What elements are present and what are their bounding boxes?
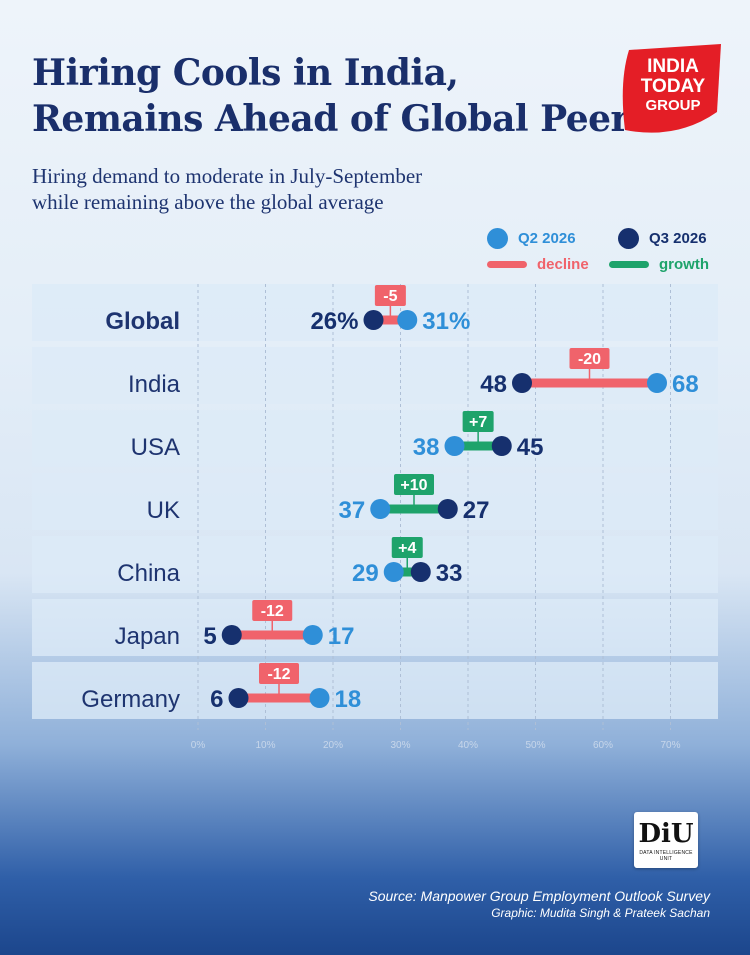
title-line-2: Remains Ahead of Global Peers xyxy=(32,98,649,140)
country-label: Global xyxy=(105,308,180,335)
x-tick-label: 30% xyxy=(390,740,410,751)
graphic-credit: Graphic: Mudita Singh & Prateek Sachan xyxy=(491,906,710,920)
change-badge xyxy=(374,285,406,306)
q3-point xyxy=(512,373,532,393)
q3-point xyxy=(363,310,384,330)
change-badge xyxy=(259,663,299,684)
change-label: -20 xyxy=(578,351,601,368)
legend-growth-bar xyxy=(609,261,649,268)
logo-shape xyxy=(622,44,721,133)
value-label-left: 26% xyxy=(310,308,358,335)
q2-point xyxy=(647,373,667,393)
q2-point xyxy=(444,436,465,456)
legend: Q2 2026 Q3 2026 decline growth xyxy=(480,226,740,276)
change-label: +4 xyxy=(398,540,416,557)
value-label-right: 27 xyxy=(463,497,490,524)
value-label-left: 5 xyxy=(203,623,216,650)
change-bar xyxy=(454,441,502,451)
value-label-left: 6 xyxy=(210,686,223,713)
value-label-left: 48 xyxy=(480,371,507,398)
change-badge xyxy=(252,600,293,621)
q2-point xyxy=(397,310,418,330)
country-label: UK xyxy=(147,497,180,524)
diu-mark: DiU xyxy=(638,819,694,849)
change-label: -12 xyxy=(261,603,284,620)
value-label-right: 33 xyxy=(436,560,463,587)
q3-point xyxy=(491,436,512,456)
row-band xyxy=(32,410,718,467)
footer: Source: Manpower Group Employment Outloo… xyxy=(368,887,710,922)
change-label: +7 xyxy=(469,414,487,431)
value-label-left: 37 xyxy=(339,497,366,524)
change-label: +10 xyxy=(400,477,427,494)
q2-point xyxy=(383,562,404,582)
legend-q2-dot xyxy=(487,228,508,249)
value-label-left: 38 xyxy=(413,434,440,461)
change-bar xyxy=(238,693,320,703)
country-label: China xyxy=(117,560,180,587)
change-bar xyxy=(231,630,313,640)
india-today-group-logo: INDIA TODAY GROUP xyxy=(622,44,721,133)
row-band xyxy=(32,662,718,719)
country-label: Germany xyxy=(81,686,180,713)
x-tick-label: 0% xyxy=(191,740,206,751)
legend-q2: Q2 2026 xyxy=(487,228,576,249)
value-label-right: 45 xyxy=(517,434,544,461)
country-label: Japan xyxy=(115,623,180,650)
x-tick-label: 50% xyxy=(525,740,545,751)
logo-line-2: TODAY xyxy=(641,76,706,97)
value-label-right: 18 xyxy=(335,686,362,713)
value-label-right: 31% xyxy=(422,308,470,335)
change-bar xyxy=(373,315,408,325)
diu-logo: DiU DATA INTELLIGENCE UNIT xyxy=(634,812,698,868)
logo-line-1: INDIA xyxy=(647,56,699,77)
x-tick-label: 10% xyxy=(255,740,275,751)
x-tick-label: 20% xyxy=(323,740,343,751)
country-label: India xyxy=(128,371,181,398)
logo-line-3: GROUP xyxy=(645,97,700,114)
legend-growth-label: growth xyxy=(659,256,709,273)
row-band xyxy=(32,599,718,656)
value-label-right: 68 xyxy=(672,371,699,398)
q3-point xyxy=(221,625,242,645)
change-bar xyxy=(522,378,657,388)
q3-point xyxy=(410,562,431,582)
subtitle-line-1: Hiring demand to moderate in July-Septem… xyxy=(32,164,423,188)
legend-growth: growth xyxy=(609,256,709,273)
title-line-1: Hiring Cools in India, xyxy=(32,52,459,94)
legend-q3: Q3 2026 xyxy=(618,228,707,249)
change-bar xyxy=(380,504,448,514)
q3-point xyxy=(228,688,249,708)
change-badge xyxy=(394,474,434,495)
x-tick-label: 60% xyxy=(593,740,613,751)
legend-q3-dot xyxy=(618,228,639,249)
change-badge xyxy=(569,348,610,369)
q2-point xyxy=(309,688,330,708)
change-label: -12 xyxy=(267,666,290,683)
change-label: -5 xyxy=(383,288,397,305)
x-tick-label: 70% xyxy=(660,740,680,751)
legend-decline: decline xyxy=(487,256,589,273)
change-bar xyxy=(393,567,421,577)
q2-point xyxy=(302,625,323,645)
value-label-left: 29 xyxy=(352,560,379,587)
q3-point xyxy=(437,499,458,519)
legend-decline-label: decline xyxy=(537,256,589,273)
row-band xyxy=(32,536,718,593)
subtitle-line-2: while remaining above the global average xyxy=(32,190,384,214)
value-label-right: 17 xyxy=(328,623,355,650)
source-note: Source: Manpower Group Employment Outloo… xyxy=(368,888,710,904)
x-tick-label: 40% xyxy=(458,740,478,751)
country-label: USA xyxy=(131,434,180,461)
q2-point xyxy=(370,499,391,519)
change-badge xyxy=(462,411,494,432)
change-badge xyxy=(391,537,423,558)
diu-subtitle: DATA INTELLIGENCE UNIT xyxy=(639,850,693,862)
legend-q2-label: Q2 2026 xyxy=(518,230,576,247)
legend-q3-label: Q3 2026 xyxy=(649,230,707,247)
legend-decline-bar xyxy=(487,261,527,268)
chart-title: Hiring Cools in India, Remains Ahead of … xyxy=(32,50,649,142)
chart-subtitle: Hiring demand to moderate in July-Septem… xyxy=(32,163,422,215)
